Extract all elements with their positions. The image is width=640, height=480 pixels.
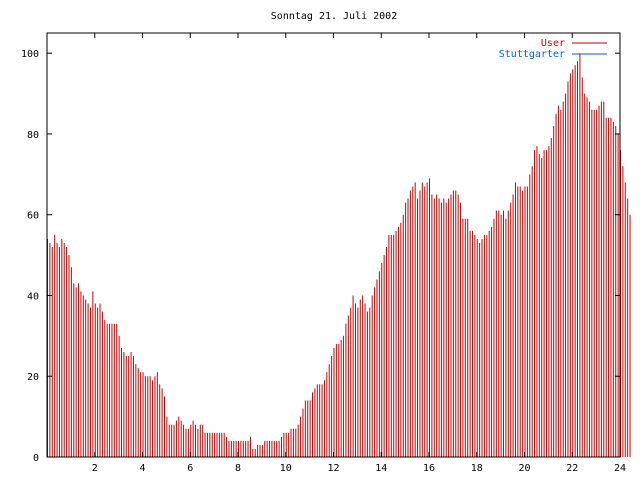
y-tick-label: 80 xyxy=(27,130,39,141)
legend-label-user: User xyxy=(541,38,565,49)
y-tick-label: 20 xyxy=(27,372,39,383)
chart-title: Sonntag 21. Juli 2002 xyxy=(271,11,397,22)
y-tick-label: 60 xyxy=(27,211,39,222)
x-tick-label: 10 xyxy=(280,463,292,474)
x-tick-label: 14 xyxy=(375,463,387,474)
x-tick-label: 8 xyxy=(235,463,241,474)
x-tick-label: 16 xyxy=(423,463,435,474)
y-tick-label: 0 xyxy=(33,453,39,464)
x-tick-label: 22 xyxy=(566,463,578,474)
y-tick-label: 40 xyxy=(27,291,39,302)
bars-group xyxy=(47,53,631,457)
x-tick-label: 24 xyxy=(614,463,626,474)
legend-label-stuttgarter: Stuttgarter xyxy=(499,49,565,60)
x-tick-label: 20 xyxy=(518,463,530,474)
x-tick-label: 18 xyxy=(471,463,483,474)
y-tick-label: 100 xyxy=(21,49,39,60)
x-tick-label: 4 xyxy=(139,463,145,474)
x-tick-label: 2 xyxy=(92,463,98,474)
x-tick-label: 6 xyxy=(187,463,193,474)
x-tick-label: 12 xyxy=(327,463,339,474)
